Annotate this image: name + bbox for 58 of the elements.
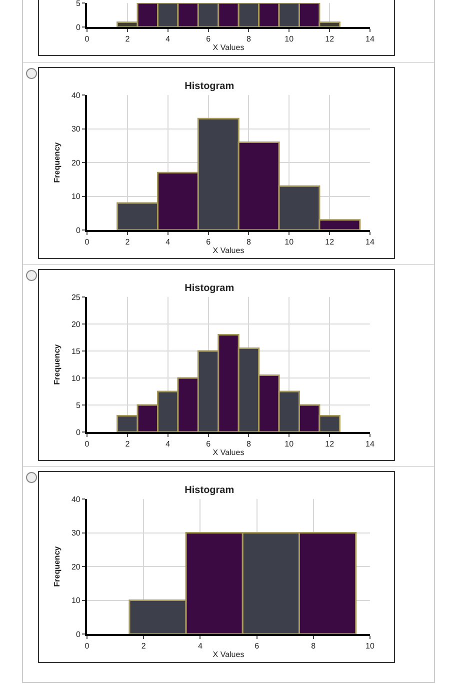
x-tick-label: 10 — [284, 238, 294, 247]
x-tick-label: 10 — [366, 642, 375, 651]
x-tick-label: 6 — [206, 34, 212, 44]
x-axis-title: X Values — [212, 448, 244, 458]
x-tick-label: 0 — [84, 34, 90, 44]
y-tick-label: 10 — [71, 374, 81, 383]
x-tick-label: 6 — [206, 440, 212, 449]
x-tick-label: 8 — [246, 440, 252, 449]
x-tick-label: 4 — [198, 642, 203, 651]
y-tick-label: 0 — [76, 22, 81, 32]
x-tick-label: 14 — [366, 34, 375, 44]
y-axis-title: Frequency — [52, 344, 62, 385]
x-axis-title: X Values — [212, 43, 244, 52]
y-tick-label: 30 — [71, 528, 81, 538]
chart-title: Histogram — [184, 282, 234, 294]
x-tick-label: 2 — [141, 642, 146, 651]
x-tick-label: 12 — [325, 34, 335, 44]
x-tick-label: 0 — [84, 642, 90, 651]
y-tick-label: 0 — [76, 428, 81, 437]
x-tick-label: 14 — [366, 238, 375, 247]
y-tick-label: 0 — [76, 226, 81, 235]
x-tick-label: 4 — [166, 238, 171, 247]
x-tick-label: 12 — [325, 238, 335, 247]
x-tick-label: 2 — [125, 440, 130, 449]
x-tick-label: 14 — [366, 440, 375, 449]
y-tick-label: 40 — [71, 90, 81, 100]
y-axis-title: Frequency — [52, 142, 62, 183]
x-tick-label: 2 — [125, 238, 130, 247]
y-tick-label: 20 — [71, 320, 81, 329]
x-tick-label: 0 — [84, 440, 90, 449]
x-tick-label: 10 — [284, 440, 294, 449]
x-axis-title: X Values — [212, 650, 244, 660]
x-tick-label: 10 — [284, 34, 294, 44]
chart-title: Histogram — [184, 80, 234, 92]
y-tick-label: 20 — [71, 158, 81, 168]
x-tick-label: 4 — [166, 440, 171, 449]
x-tick-label: 4 — [166, 34, 171, 44]
y-tick-label: 10 — [71, 596, 81, 606]
x-tick-label: 0 — [84, 238, 90, 247]
y-tick-label: 30 — [71, 124, 81, 134]
y-tick-label: 0 — [76, 630, 81, 639]
y-tick-label: 20 — [71, 562, 81, 572]
x-tick-label: 2 — [125, 34, 130, 44]
x-tick-label: 12 — [325, 440, 335, 449]
x-tick-label: 6 — [254, 642, 260, 651]
x-tick-label: 8 — [311, 642, 316, 651]
x-axis-title: X Values — [212, 246, 244, 256]
x-tick-label: 6 — [206, 238, 212, 247]
y-tick-label: 15 — [71, 346, 81, 356]
y-tick-label: 40 — [71, 494, 81, 504]
chart-title: Histogram — [184, 484, 234, 496]
y-tick-label: 5 — [76, 400, 81, 410]
y-tick-label: 25 — [71, 292, 81, 302]
x-tick-label: 8 — [246, 34, 252, 44]
y-tick-label: 5 — [76, 0, 81, 8]
y-tick-label: 10 — [71, 192, 81, 202]
y-axis-title: Frequency — [52, 546, 62, 587]
x-tick-label: 8 — [246, 238, 252, 247]
